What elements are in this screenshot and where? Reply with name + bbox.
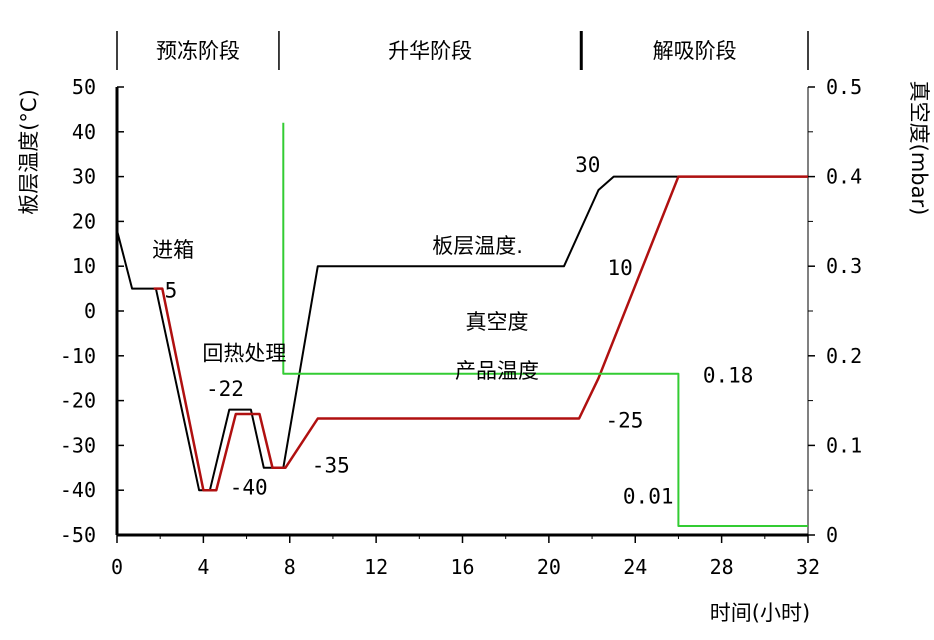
phase-label: 预冻阶段 bbox=[156, 39, 240, 63]
y-right-tick-label: 0.2 bbox=[826, 344, 862, 368]
x-tick-label: 24 bbox=[623, 555, 647, 579]
data-annotation: -25 bbox=[605, 408, 643, 432]
y-right-tick-label: 0.3 bbox=[826, 254, 862, 278]
series bbox=[116, 122, 808, 527]
y-right-tick-label: 0.4 bbox=[826, 165, 862, 189]
data-annotation: 10 bbox=[607, 256, 632, 280]
y-left-tick-label: 40 bbox=[72, 120, 96, 144]
phase-label: 解吸阶段 bbox=[653, 39, 737, 63]
data-annotation: 产品温度 bbox=[455, 359, 539, 383]
y-right-tick-label: 0.5 bbox=[826, 75, 862, 99]
y-left-tick-label: -10 bbox=[60, 344, 96, 368]
data-annotation: 进箱 bbox=[152, 238, 194, 262]
y-left-tick-label: -20 bbox=[60, 389, 96, 413]
y-left-tick-label: 0 bbox=[84, 299, 96, 323]
axes: 0 4 8 12 16 20 24 28 3250403020100-10-20-30-40-5… bbox=[60, 75, 862, 579]
series-line-vacuum bbox=[282, 122, 808, 527]
x-tick-label: 8 bbox=[284, 555, 296, 579]
x-tick-label: 28 bbox=[710, 555, 734, 579]
x-tick-label: 0 bbox=[111, 555, 123, 579]
y-left-tick-label: 20 bbox=[72, 209, 96, 233]
y-axis-right-title: 真空度(mbar) bbox=[907, 81, 931, 216]
x-tick-label: 20 bbox=[537, 555, 561, 579]
x-axis-title: 时间(小时) bbox=[710, 601, 810, 625]
y-left-tick-label: -30 bbox=[60, 433, 96, 457]
x-tick-label: 32 bbox=[796, 555, 820, 579]
phase-label: 升华阶段 bbox=[388, 39, 472, 63]
y-right-tick-label: 0 bbox=[826, 523, 838, 547]
data-annotation: -40 bbox=[230, 476, 268, 500]
x-tick-label: 12 bbox=[364, 555, 388, 579]
y-left-tick-label: 10 bbox=[72, 254, 96, 278]
data-annotation: 真空度 bbox=[466, 310, 529, 334]
series-line-product-temperature bbox=[153, 175, 808, 492]
data-annotation: 0.01 bbox=[623, 485, 674, 509]
y-axis-left-title: 板层温度(°C) bbox=[17, 89, 41, 215]
y-left-tick-label: -40 bbox=[60, 478, 96, 502]
x-tick-label: 16 bbox=[450, 555, 474, 579]
data-annotation: -35 bbox=[312, 453, 350, 477]
data-annotation: 30 bbox=[575, 153, 600, 177]
data-annotation: 回热处理 bbox=[202, 341, 286, 365]
data-annotation: 板层温度. bbox=[432, 234, 523, 258]
y-left-tick-label: 30 bbox=[72, 165, 96, 189]
data-annotation: 5 bbox=[165, 279, 178, 303]
series-line-shelf-temperature bbox=[116, 175, 808, 492]
data-annotation: 0.18 bbox=[703, 364, 754, 388]
y-left-tick-label: 50 bbox=[72, 75, 96, 99]
y-left-tick-label: -50 bbox=[60, 523, 96, 547]
y-right-tick-label: 0.1 bbox=[826, 433, 862, 457]
phase-bar: 预冻阶段 升华阶段 解吸阶段 bbox=[116, 31, 809, 70]
x-tick-label: 4 bbox=[197, 555, 209, 579]
data-annotation: -22 bbox=[206, 377, 244, 401]
